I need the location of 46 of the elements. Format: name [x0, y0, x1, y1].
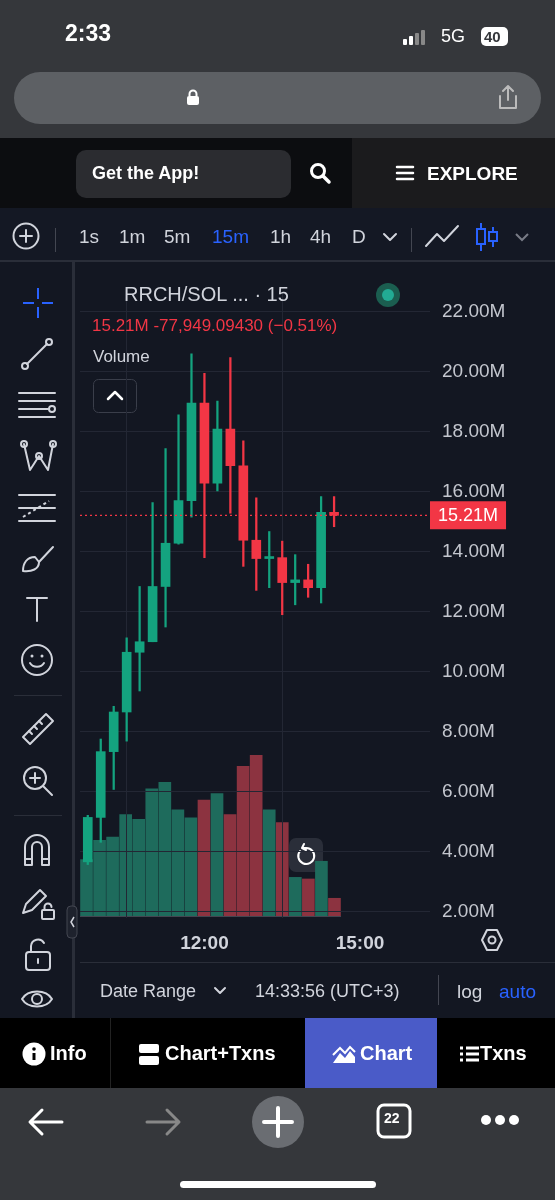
text: EXPLORE: [427, 163, 518, 184]
bar: [262, 809, 276, 916]
candlestick: [160, 448, 171, 628]
bar: [275, 822, 289, 916]
chart-title: Volume: [93, 347, 150, 366]
text: 14:33:56 (UTC+3): [255, 981, 400, 1001]
y-tick-label: 18.00M: [442, 419, 506, 441]
bar: [289, 877, 302, 916]
bar: [210, 793, 224, 916]
text: Chart+Txns: [165, 1042, 276, 1064]
y-tick-label: 2.00M: [442, 900, 495, 922]
y-tick-label: 22.00M: [442, 299, 506, 321]
y-tick-label: 16.00M: [442, 479, 506, 501]
y-tick-label: 6.00M: [442, 780, 495, 802]
text: 22: [384, 1110, 400, 1126]
y-tick-label: 10.00M: [442, 660, 506, 681]
bar: [302, 878, 315, 916]
y-tick-label: 8.00M: [442, 720, 495, 742]
text: 4h: [310, 226, 332, 247]
text: Info: [50, 1042, 87, 1064]
bar: [197, 799, 211, 916]
y-tick-label: 12.00M: [442, 599, 506, 621]
text: 1m: [119, 226, 146, 247]
text: Get the App!: [92, 163, 200, 183]
text: 15m: [212, 226, 249, 247]
text: Txns: [480, 1042, 527, 1064]
y-tick-label: 20.00M: [442, 359, 506, 381]
text: 40: [484, 28, 501, 45]
text: 15.21M -77,949.09430 (−0.51%): [92, 316, 338, 335]
bar: [328, 897, 341, 916]
ref-line-label: 15.21M: [438, 505, 499, 526]
y-tick-label: 4.00M: [442, 840, 495, 862]
x-tick-label: 15:00: [335, 931, 385, 953]
text: Chart: [360, 1042, 413, 1064]
text: Date Range: [100, 981, 197, 1001]
x-tick-label: 12:00: [180, 931, 229, 953]
text: 5m: [164, 226, 191, 247]
text: D: [352, 226, 366, 247]
text: 2:33: [65, 20, 112, 46]
text: 5G: [441, 26, 466, 46]
text: 1s: [79, 226, 100, 247]
text: auto: [499, 981, 536, 1002]
text: 1h: [270, 226, 292, 247]
y-tick-label: 14.00M: [442, 539, 506, 561]
text: log: [457, 981, 483, 1002]
chart-title: RRCH/SOL ... · 15: [124, 283, 289, 305]
